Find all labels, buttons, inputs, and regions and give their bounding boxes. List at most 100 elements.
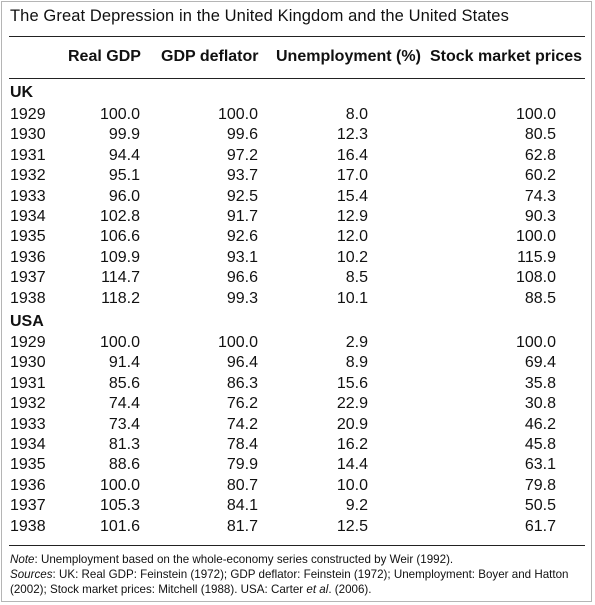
cell-gdp-deflator: 100.0 [217, 334, 258, 351]
cell-real-gdp: 106.6 [99, 228, 140, 246]
cell-unemployment: 8.0 [345, 106, 368, 123]
cell-gdp-deflator: 86.3 [226, 374, 258, 392]
cell-stock-prices: 60.2 [524, 167, 556, 185]
cell-stock-prices: 62.8 [524, 146, 556, 164]
cell-real-gdp: 88.6 [108, 456, 140, 474]
cell-unemployment: 9.2 [345, 497, 368, 515]
group-label-uk: UK [10, 84, 34, 101]
cell-unemployment: 20.9 [336, 415, 368, 433]
cell-gdp-deflator: 80.7 [226, 476, 258, 494]
cell-real-gdp: 85.6 [108, 374, 140, 392]
cell-year: 1938 [10, 517, 46, 535]
cell-unemployment: 12.0 [336, 228, 368, 246]
table-row: 1933 96.0 92.5 15.4 74.3 [0, 188, 595, 208]
cell-gdp-deflator: 76.2 [226, 395, 258, 413]
cell-gdp-deflator: 93.1 [226, 248, 258, 266]
table-row: 1932 95.1 93.7 17.0 60.2 [0, 167, 595, 187]
cell-stock-prices: 88.5 [524, 289, 556, 307]
cell-stock-prices: 79.8 [524, 476, 556, 494]
top-rule [9, 36, 585, 37]
table-row: 1930 91.4 96.4 8.9 69.4 [0, 354, 595, 374]
table-row: 1932 74.4 76.2 22.9 30.8 [0, 395, 595, 415]
table-row: 1929 100.0 100.0 2.9 100.0 [0, 334, 595, 354]
cell-stock-prices: 74.3 [524, 187, 556, 205]
cell-stock-prices: 35.8 [524, 374, 556, 392]
sources-text-1: : UK: Real GDP: Feinstein (1972); GDP de… [10, 568, 569, 596]
cell-unemployment: 10.1 [336, 289, 368, 307]
cell-unemployment: 14.4 [336, 456, 368, 474]
cell-real-gdp: 109.9 [99, 248, 140, 266]
cell-gdp-deflator: 93.7 [226, 167, 258, 185]
cell-stock-prices: 100.0 [515, 334, 556, 351]
cell-year: 1929 [10, 334, 46, 351]
cell-year: 1930 [10, 354, 46, 372]
cell-unemployment: 16.2 [336, 435, 368, 453]
cell-unemployment: 8.5 [345, 269, 368, 287]
cell-real-gdp: 96.0 [108, 187, 140, 205]
cell-real-gdp: 101.6 [99, 517, 140, 535]
cell-gdp-deflator: 97.2 [226, 146, 258, 164]
cell-real-gdp: 114.7 [101, 269, 140, 287]
cell-unemployment: 2.9 [345, 334, 368, 351]
cell-unemployment: 12.5 [336, 517, 368, 535]
cell-unemployment: 17.0 [336, 167, 368, 185]
sources-et-al: et al [306, 583, 329, 596]
cell-unemployment: 8.9 [345, 354, 368, 372]
cell-unemployment: 12.3 [336, 126, 368, 144]
cell-year: 1936 [10, 248, 46, 266]
cell-year: 1935 [10, 456, 46, 474]
table-row: 1933 73.4 74.2 20.9 46.2 [0, 416, 595, 436]
header-rule [9, 78, 585, 79]
cell-unemployment: 10.2 [336, 248, 368, 266]
cell-stock-prices: 69.4 [524, 354, 556, 372]
table-row: 1936 100.0 80.7 10.0 79.8 [0, 477, 595, 497]
table-row: 1929 100.0 100.0 8.0 100.0 [0, 106, 595, 126]
table-row: 1935 88.6 79.9 14.4 63.1 [0, 456, 595, 476]
cell-real-gdp: 94.4 [108, 146, 140, 164]
cell-gdp-deflator: 79.9 [226, 456, 258, 474]
cell-gdp-deflator: 96.6 [226, 269, 258, 287]
cell-real-gdp: 118.2 [101, 289, 140, 307]
cell-stock-prices: 45.8 [524, 435, 556, 453]
cell-unemployment: 15.4 [336, 187, 368, 205]
sources-line: Sources: UK: Real GDP: Feinstein (1972);… [10, 567, 586, 597]
cell-stock-prices: 80.5 [524, 126, 556, 144]
note-label: Note [10, 553, 35, 566]
cell-real-gdp: 91.4 [108, 354, 140, 372]
cell-stock-prices: 90.3 [524, 207, 556, 225]
cell-real-gdp: 81.3 [108, 435, 140, 453]
cell-year: 1938 [10, 289, 46, 307]
header-real-gdp: Real GDP [68, 48, 141, 65]
cell-real-gdp: 100.0 [99, 476, 140, 494]
cell-gdp-deflator: 99.6 [226, 126, 258, 144]
cell-year: 1937 [10, 497, 46, 515]
cell-year: 1935 [10, 228, 46, 246]
table-row: 1930 99.9 99.6 12.3 80.5 [0, 126, 595, 146]
cell-stock-prices: 46.2 [524, 415, 556, 433]
table-row: 1935 106.6 92.6 12.0 100.0 [0, 228, 595, 248]
column-header-row: Real GDP GDP deflator Unemployment (%) S… [0, 48, 595, 70]
header-stock-prices: Stock market prices [430, 48, 583, 65]
cell-year: 1933 [10, 415, 46, 433]
cell-stock-prices: 30.8 [524, 395, 556, 413]
cell-real-gdp: 73.4 [108, 415, 140, 433]
bottom-rule [9, 545, 585, 546]
cell-stock-prices: 100.0 [515, 228, 556, 246]
cell-stock-prices: 61.7 [524, 517, 556, 535]
cell-year: 1937 [10, 269, 46, 287]
cell-gdp-deflator: 92.5 [226, 187, 258, 205]
table-row: 1937 114.7 96.6 8.5 108.0 [0, 269, 595, 289]
cell-stock-prices: 100.0 [515, 106, 556, 123]
cell-year: 1929 [10, 106, 46, 123]
header-gdp-deflator: GDP deflator [161, 48, 259, 65]
table-title: The Great Depression in the United Kingd… [10, 7, 509, 25]
header-unemployment: Unemployment (%) [276, 48, 421, 65]
cell-stock-prices: 108.0 [515, 269, 556, 287]
cell-gdp-deflator: 81.7 [226, 517, 258, 535]
cell-year: 1931 [10, 146, 46, 164]
usa-rows: 1929 100.0 100.0 2.9 100.0 1930 91.4 96.4 8.9 69.… [0, 334, 595, 538]
table-notes: Note: Unemployment based on the whole-ec… [10, 552, 586, 597]
table-row: 1938 118.2 99.3 10.1 88.5 [0, 290, 595, 310]
cell-unemployment: 12.9 [336, 207, 368, 225]
